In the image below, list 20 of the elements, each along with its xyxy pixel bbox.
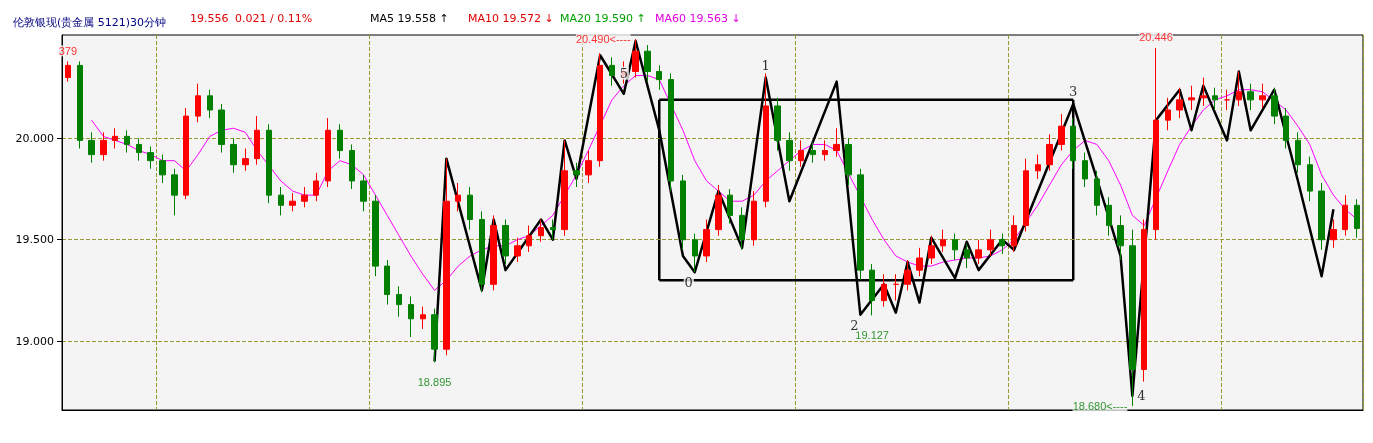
annotation: 0 — [684, 275, 693, 291]
y-tick-label: 19.000 — [15, 334, 54, 348]
text: 0.021 / 0.11% — [235, 12, 313, 25]
annotation: 1 — [761, 57, 770, 73]
text: 18.680<---- — [1072, 399, 1128, 412]
text: 379 — [58, 44, 78, 57]
text: MA10 19.572 ↓ — [468, 12, 554, 25]
chart-title: 伦敦银现(贵金属 5121)30分钟 — [13, 16, 167, 29]
annotation: 3 — [1069, 83, 1078, 99]
text: MA60 19.563 ↓ — [655, 12, 741, 25]
text: 20.446 — [1139, 31, 1173, 44]
text: 20.490<---- — [575, 33, 631, 46]
y-tick-label: 19.500 — [15, 233, 54, 247]
annotation: 4 — [1137, 388, 1146, 404]
y-tick-label: 20.000 — [15, 131, 54, 145]
text: MA20 19.590 ↑ — [560, 12, 646, 25]
text: 18.895 — [417, 375, 452, 388]
text: 19.556 — [190, 12, 229, 25]
annotation: 5 — [619, 65, 628, 81]
text: MA5 19.558 ↑ — [370, 12, 449, 25]
